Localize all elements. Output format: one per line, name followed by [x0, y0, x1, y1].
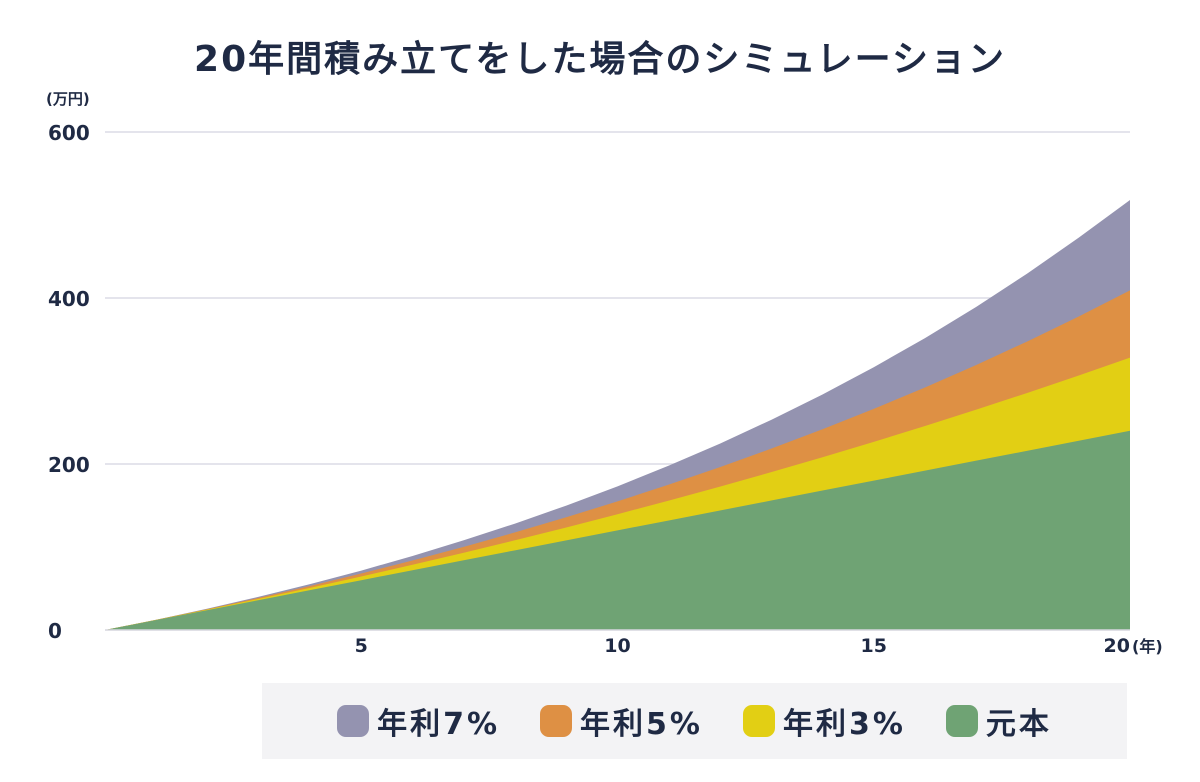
y-tick-label-600: 600: [48, 121, 90, 145]
legend-label-rate-7: 年利7%: [377, 707, 501, 742]
x-unit-label: (年): [1132, 637, 1163, 656]
y-unit-label: (万円): [46, 90, 90, 108]
legend-item-rate-5: 年利5%: [540, 699, 703, 743]
x-tick-label-10: 10: [604, 635, 630, 657]
legend-label-rate-5: 年利5%: [580, 707, 703, 742]
area-series-3: [105, 430, 1130, 630]
legend-swatch-rate-7: [337, 705, 370, 737]
legend: 年利7% 年利5% 年利3% 元本: [262, 683, 1127, 759]
chart-title: 20年間積み立てをした場合のシミュレーション: [194, 39, 1006, 80]
legend-item-rate-3: 年利3%: [742, 699, 906, 743]
legend-swatch-rate-3: [742, 705, 775, 737]
legend-swatch-rate-5: [540, 705, 573, 737]
legend-item-rate-7: 年利7%: [337, 699, 500, 743]
y-tick-label-400: 400: [48, 287, 90, 311]
chart-plot: 0 200 400 600 (万円) 5 10 15 20 (年): [46, 90, 1163, 657]
x-tick-label-5: 5: [355, 635, 368, 657]
y-tick-label-200: 200: [48, 453, 90, 477]
legend-swatch-principal: [945, 705, 978, 737]
legend-label-rate-3: 年利3%: [782, 707, 906, 742]
x-tick-label-20: 20: [1104, 635, 1130, 657]
legend-item-principal: 元本: [945, 699, 1052, 743]
legend-label-principal: 元本: [985, 707, 1052, 742]
y-tick-label-0: 0: [48, 619, 62, 643]
x-tick-label-15: 15: [861, 635, 887, 657]
